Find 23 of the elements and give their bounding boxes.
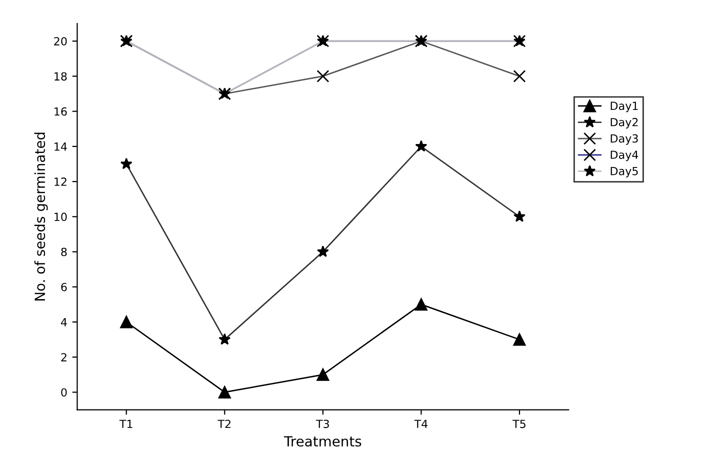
x-axis-title: Treatments bbox=[284, 436, 362, 447]
legend-label: Day5 bbox=[610, 167, 638, 178]
x-tick-label: T4 bbox=[414, 420, 428, 428]
y-axis-title: No. of seeds germinated bbox=[34, 132, 48, 300]
y-tick-label: 14 bbox=[54, 142, 67, 151]
y-tick-label: 10 bbox=[54, 212, 67, 222]
y-tick-label: 20 bbox=[54, 37, 67, 46]
x-tick-label: T5 bbox=[512, 420, 526, 428]
y-tick-label: 2 bbox=[61, 353, 66, 362]
y-tick-label: 18 bbox=[54, 72, 67, 81]
legend-label: Day2 bbox=[610, 118, 638, 128]
legend-label: Day3 bbox=[610, 134, 638, 145]
y-tick-label: 0 bbox=[61, 388, 67, 397]
y-tick-label: 8 bbox=[61, 248, 67, 256]
y-tick-label: 4 bbox=[60, 318, 67, 326]
legend-label: Day1 bbox=[610, 102, 638, 112]
legend-label: Day4 bbox=[610, 150, 638, 162]
y-tick-label: 12 bbox=[54, 178, 66, 186]
y-tick-label: 16 bbox=[54, 107, 67, 116]
x-tick-label: T3 bbox=[316, 420, 329, 428]
y-tick-label: 6 bbox=[61, 282, 67, 292]
x-tick-label: T2 bbox=[218, 420, 230, 428]
x-tick-label: T1 bbox=[119, 420, 132, 428]
